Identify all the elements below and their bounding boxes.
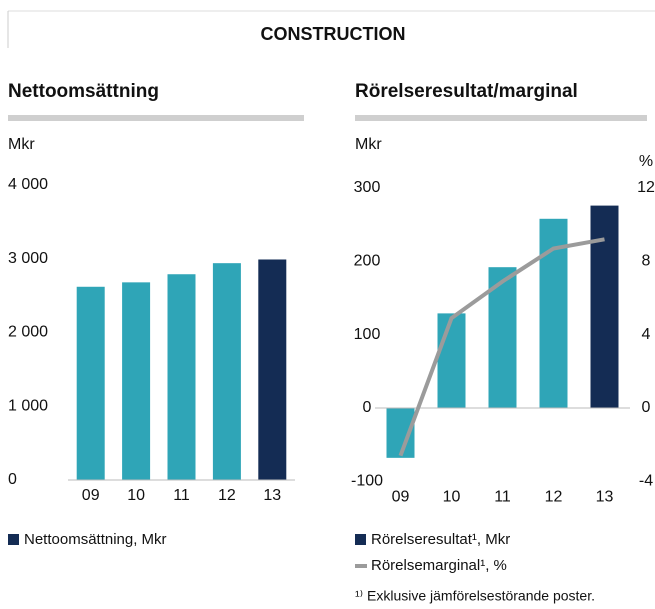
y2-tick-label: 4: [642, 326, 651, 343]
y-tick-label: 1 000: [8, 397, 48, 414]
x-tick-label: 09: [82, 487, 100, 504]
x-tick-label: 09: [392, 489, 410, 506]
y2-tick-label: 0: [642, 399, 651, 416]
legend-label: Nettoomsättning, Mkr: [24, 531, 167, 548]
bar: [167, 274, 196, 480]
x-tick-label: 12: [218, 487, 236, 504]
y-tick-label: -100: [351, 473, 383, 490]
bar: [76, 286, 105, 480]
y-tick-label: 4 000: [8, 176, 48, 193]
y-tick-label: 0: [363, 399, 372, 416]
y2-axis-label: %: [639, 153, 653, 170]
y-tick-label: 0: [8, 471, 17, 488]
y-axis-label: Mkr: [355, 136, 382, 153]
header-title: CONSTRUCTION: [261, 24, 406, 44]
x-tick-label: 11: [173, 487, 190, 504]
chart-title: Rörelseresultat/marginal: [355, 81, 578, 102]
x-tick-label: 10: [127, 487, 145, 504]
y-tick-label: 2 000: [8, 324, 48, 341]
chart-title: Nettoomsättning: [8, 81, 159, 102]
y2-tick-label: -4: [639, 473, 653, 490]
y-tick-label: 3 000: [8, 250, 48, 267]
bar: [590, 205, 619, 408]
legend-label: Rörelsemarginal¹, %: [371, 557, 507, 574]
title-rule: [355, 115, 647, 121]
y-tick-label: 300: [354, 179, 381, 196]
x-tick-label: 12: [545, 489, 563, 506]
y2-tick-label: 12: [637, 179, 655, 196]
y-axis-label: Mkr: [8, 136, 35, 153]
legend-swatch: [355, 534, 366, 545]
legend-swatch: [8, 534, 19, 545]
line: [398, 237, 605, 457]
x-tick-label: 11: [494, 489, 511, 506]
legend-label: Rörelseresultat¹, Mkr: [371, 531, 510, 548]
title-rule: [8, 115, 304, 121]
footnote: ¹⁾ Exklusive jämförelsestörande poster.: [355, 588, 595, 604]
x-tick-label: 13: [596, 489, 614, 506]
bar: [437, 313, 466, 408]
bar: [122, 282, 151, 480]
x-tick-label: 10: [443, 489, 461, 506]
y-tick-label: 100: [354, 326, 381, 343]
x-tick-label: 13: [263, 487, 281, 504]
y2-tick-label: 8: [642, 253, 651, 270]
y-tick-label: 200: [354, 253, 381, 270]
bar: [258, 259, 287, 480]
bar: [212, 263, 241, 480]
